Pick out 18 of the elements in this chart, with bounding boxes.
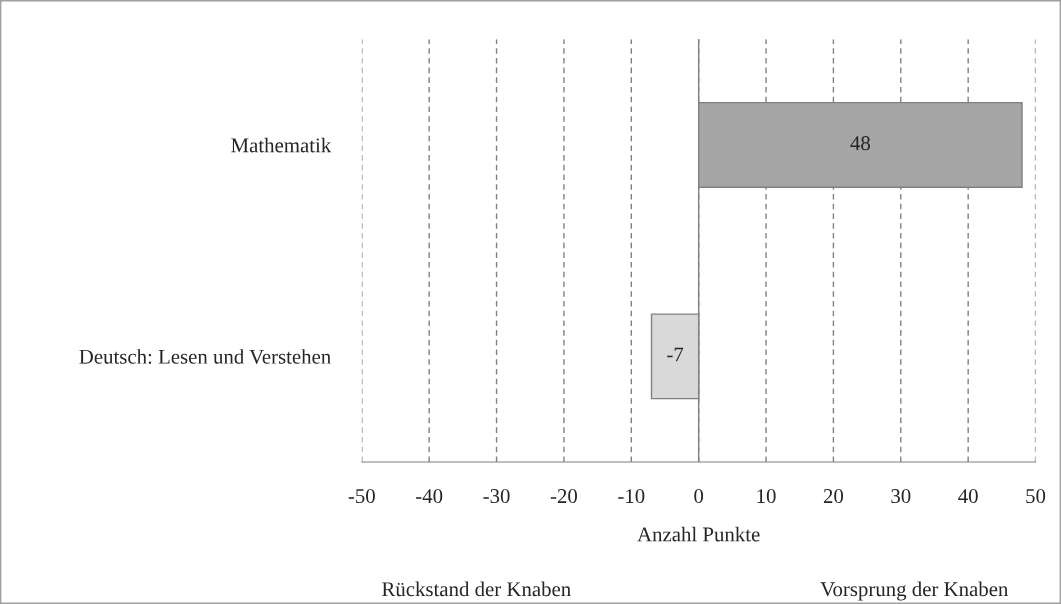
x-tick-label: -30 <box>483 489 510 504</box>
data-label: 48 <box>850 136 870 151</box>
x-tick-label: 0 <box>694 489 704 504</box>
y-tick-label: Mathematik <box>231 137 332 153</box>
x-tick-label: -20 <box>550 489 578 504</box>
x-tick-label: 10 <box>757 489 776 504</box>
y-tick-label: Deutsch: Lesen und Verstehen <box>79 349 331 364</box>
x-tick-label: -50 <box>348 489 375 504</box>
data-label: -7 <box>667 347 684 362</box>
x-tick-label: 40 <box>958 489 978 504</box>
x-axis-title: Anzahl Punkte <box>637 526 760 542</box>
text: Rückstand der Knaben <box>382 581 571 597</box>
x-tick-label: 30 <box>891 489 911 504</box>
x-tick-label: 50 <box>1026 489 1046 504</box>
x-tick-label: -40 <box>416 489 443 504</box>
x-tick-label: 20 <box>823 489 844 504</box>
text: Vorsprung der Knaben <box>820 581 1009 601</box>
x-tick-label: -10 <box>618 489 645 504</box>
